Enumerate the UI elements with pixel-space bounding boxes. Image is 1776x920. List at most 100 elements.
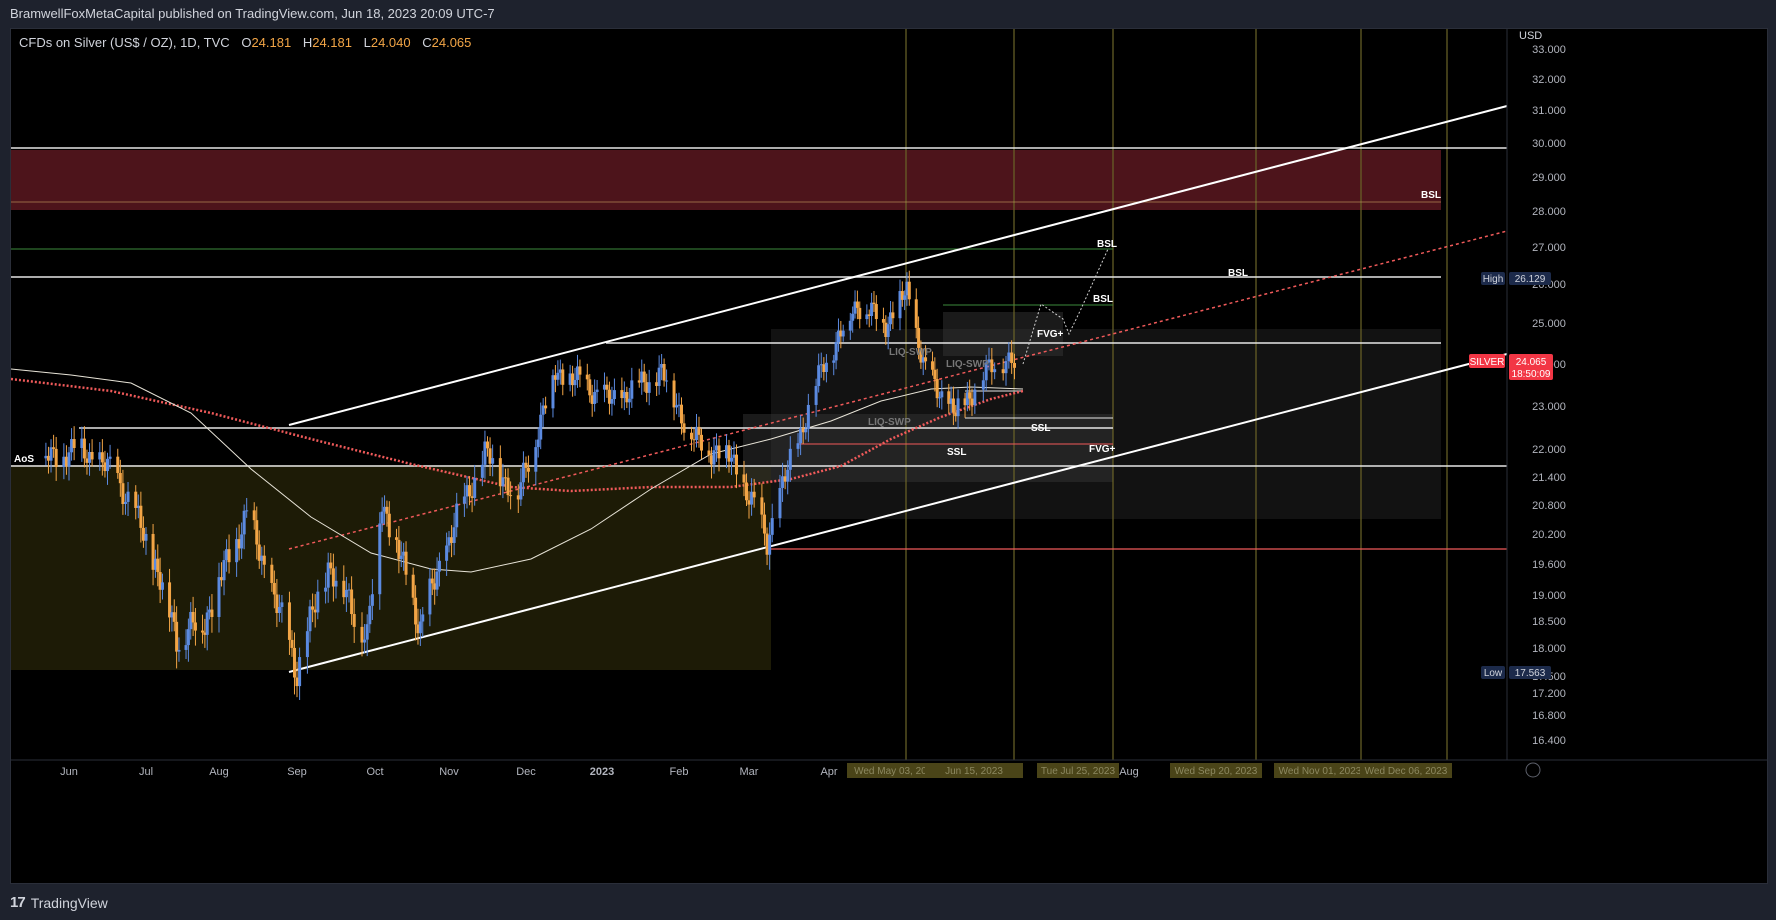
y-tick-label: 25.000: [1532, 318, 1566, 330]
candle-body: [252, 510, 256, 521]
tradingview-logo[interactable]: 17 TradingView: [10, 894, 108, 911]
candle-body: [622, 391, 626, 399]
candle-body: [745, 482, 748, 501]
candle-body: [344, 589, 348, 598]
candle-body: [245, 510, 249, 512]
candle-body: [949, 398, 953, 404]
candle-body: [262, 555, 266, 565]
candle-body: [404, 551, 408, 575]
high-value: 24.181: [312, 35, 352, 50]
candle-body: [106, 458, 109, 472]
candle-body: [903, 295, 907, 300]
date-marker-text: Wed Sep 20, 2023: [1175, 766, 1258, 777]
chart-area[interactable]: AoS BSL BSL BSL BSL FVG+ FVG+ LIQ-SWP LIQ-SWP LIQ…: [10, 28, 1768, 884]
candle-body: [536, 439, 540, 448]
y-tick-label: 33.000: [1532, 44, 1566, 56]
low-label: L: [363, 35, 371, 50]
candle-body: [452, 527, 456, 543]
candle-body: [447, 537, 451, 546]
candle-body: [984, 362, 988, 381]
y-tick-label: 20.800: [1532, 500, 1566, 512]
price-chart[interactable]: AoS BSL BSL BSL BSL FVG+ FVG+ LIQ-SWP LIQ-SWP LIQ…: [11, 29, 1768, 884]
candle-body: [450, 537, 454, 543]
candle-body: [553, 375, 557, 380]
y-tick-label: 20.200: [1532, 529, 1566, 541]
sma-line: [11, 368, 1024, 573]
date-marker-text: Tue Jul 25, 2023: [1041, 766, 1116, 777]
candle-body: [516, 495, 520, 500]
candle-body: [677, 404, 681, 406]
candle-body: [917, 327, 921, 348]
candle-body: [160, 582, 164, 590]
candle-body: [151, 533, 155, 570]
candle-body: [855, 301, 859, 308]
candle-body: [524, 462, 528, 468]
candle-body: [201, 630, 205, 633]
date-marker-text: Wed Nov 01, 2023: [1279, 766, 1362, 777]
candle-body: [123, 501, 127, 505]
candle-body: [506, 477, 510, 496]
candle-body: [544, 405, 548, 409]
candle-body: [551, 375, 555, 409]
candle-body: [383, 506, 387, 512]
candle-body: [561, 369, 565, 385]
candle-body: [970, 398, 974, 406]
close-value: 24.065: [431, 35, 472, 50]
candle-body: [662, 363, 666, 381]
candle-body: [884, 322, 888, 338]
candle-body: [781, 476, 785, 488]
candle-body: [272, 582, 276, 595]
candle-body: [940, 391, 944, 398]
y-tick-label: 18.000: [1532, 643, 1566, 655]
candle-body: [963, 398, 967, 406]
projection-path: [1022, 248, 1109, 365]
candle-body: [765, 533, 769, 555]
candle-body: [324, 587, 328, 592]
candle-body: [385, 506, 389, 514]
candle-body: [672, 380, 676, 408]
candle-body: [394, 537, 398, 540]
candle-body: [682, 423, 686, 433]
candle-body: [189, 611, 193, 630]
currency-label: USD: [1519, 30, 1542, 42]
candle-body: [1007, 352, 1011, 362]
channel-lower-line: [288, 353, 1508, 673]
candle-body: [645, 382, 649, 393]
candle-body: [914, 299, 918, 328]
y-tick-label: 19.000: [1532, 590, 1566, 602]
candle-body: [881, 319, 885, 323]
publish-info: BramwellFoxMetaCapital published on Trad…: [10, 6, 495, 21]
candle-body: [981, 380, 985, 390]
candle-body: [712, 450, 716, 465]
candle-body: [924, 357, 928, 362]
candle-body: [573, 379, 577, 386]
candle-body: [907, 281, 911, 300]
candle-body: [848, 320, 852, 331]
candle-body: [973, 389, 977, 406]
candle-body: [760, 497, 764, 515]
candle-body: [168, 582, 172, 618]
candle-body: [54, 448, 58, 467]
x-tick-label: Jul: [139, 766, 153, 778]
candle-body: [380, 511, 384, 524]
candle-body: [951, 398, 955, 413]
candle-body: [184, 645, 188, 650]
candle-body: [933, 369, 937, 380]
candle-body: [762, 514, 766, 534]
candle-body: [498, 458, 502, 487]
candle-body: [445, 545, 449, 561]
candle-body: [819, 364, 823, 366]
candle-body: [305, 631, 309, 658]
candle-body: [316, 591, 320, 613]
candle-body: [82, 438, 86, 459]
candle-body: [480, 464, 484, 478]
candle-body: [418, 621, 422, 634]
candle-body: [334, 580, 338, 587]
fvg-zone-upper: [943, 312, 1063, 356]
auto-scale-button[interactable]: [1525, 762, 1541, 778]
candle-body: [257, 544, 261, 561]
low-label-badge: [1481, 666, 1505, 679]
candle-body: [350, 589, 354, 615]
candle-body: [886, 324, 890, 338]
chart-annotation: SSL: [947, 447, 966, 458]
